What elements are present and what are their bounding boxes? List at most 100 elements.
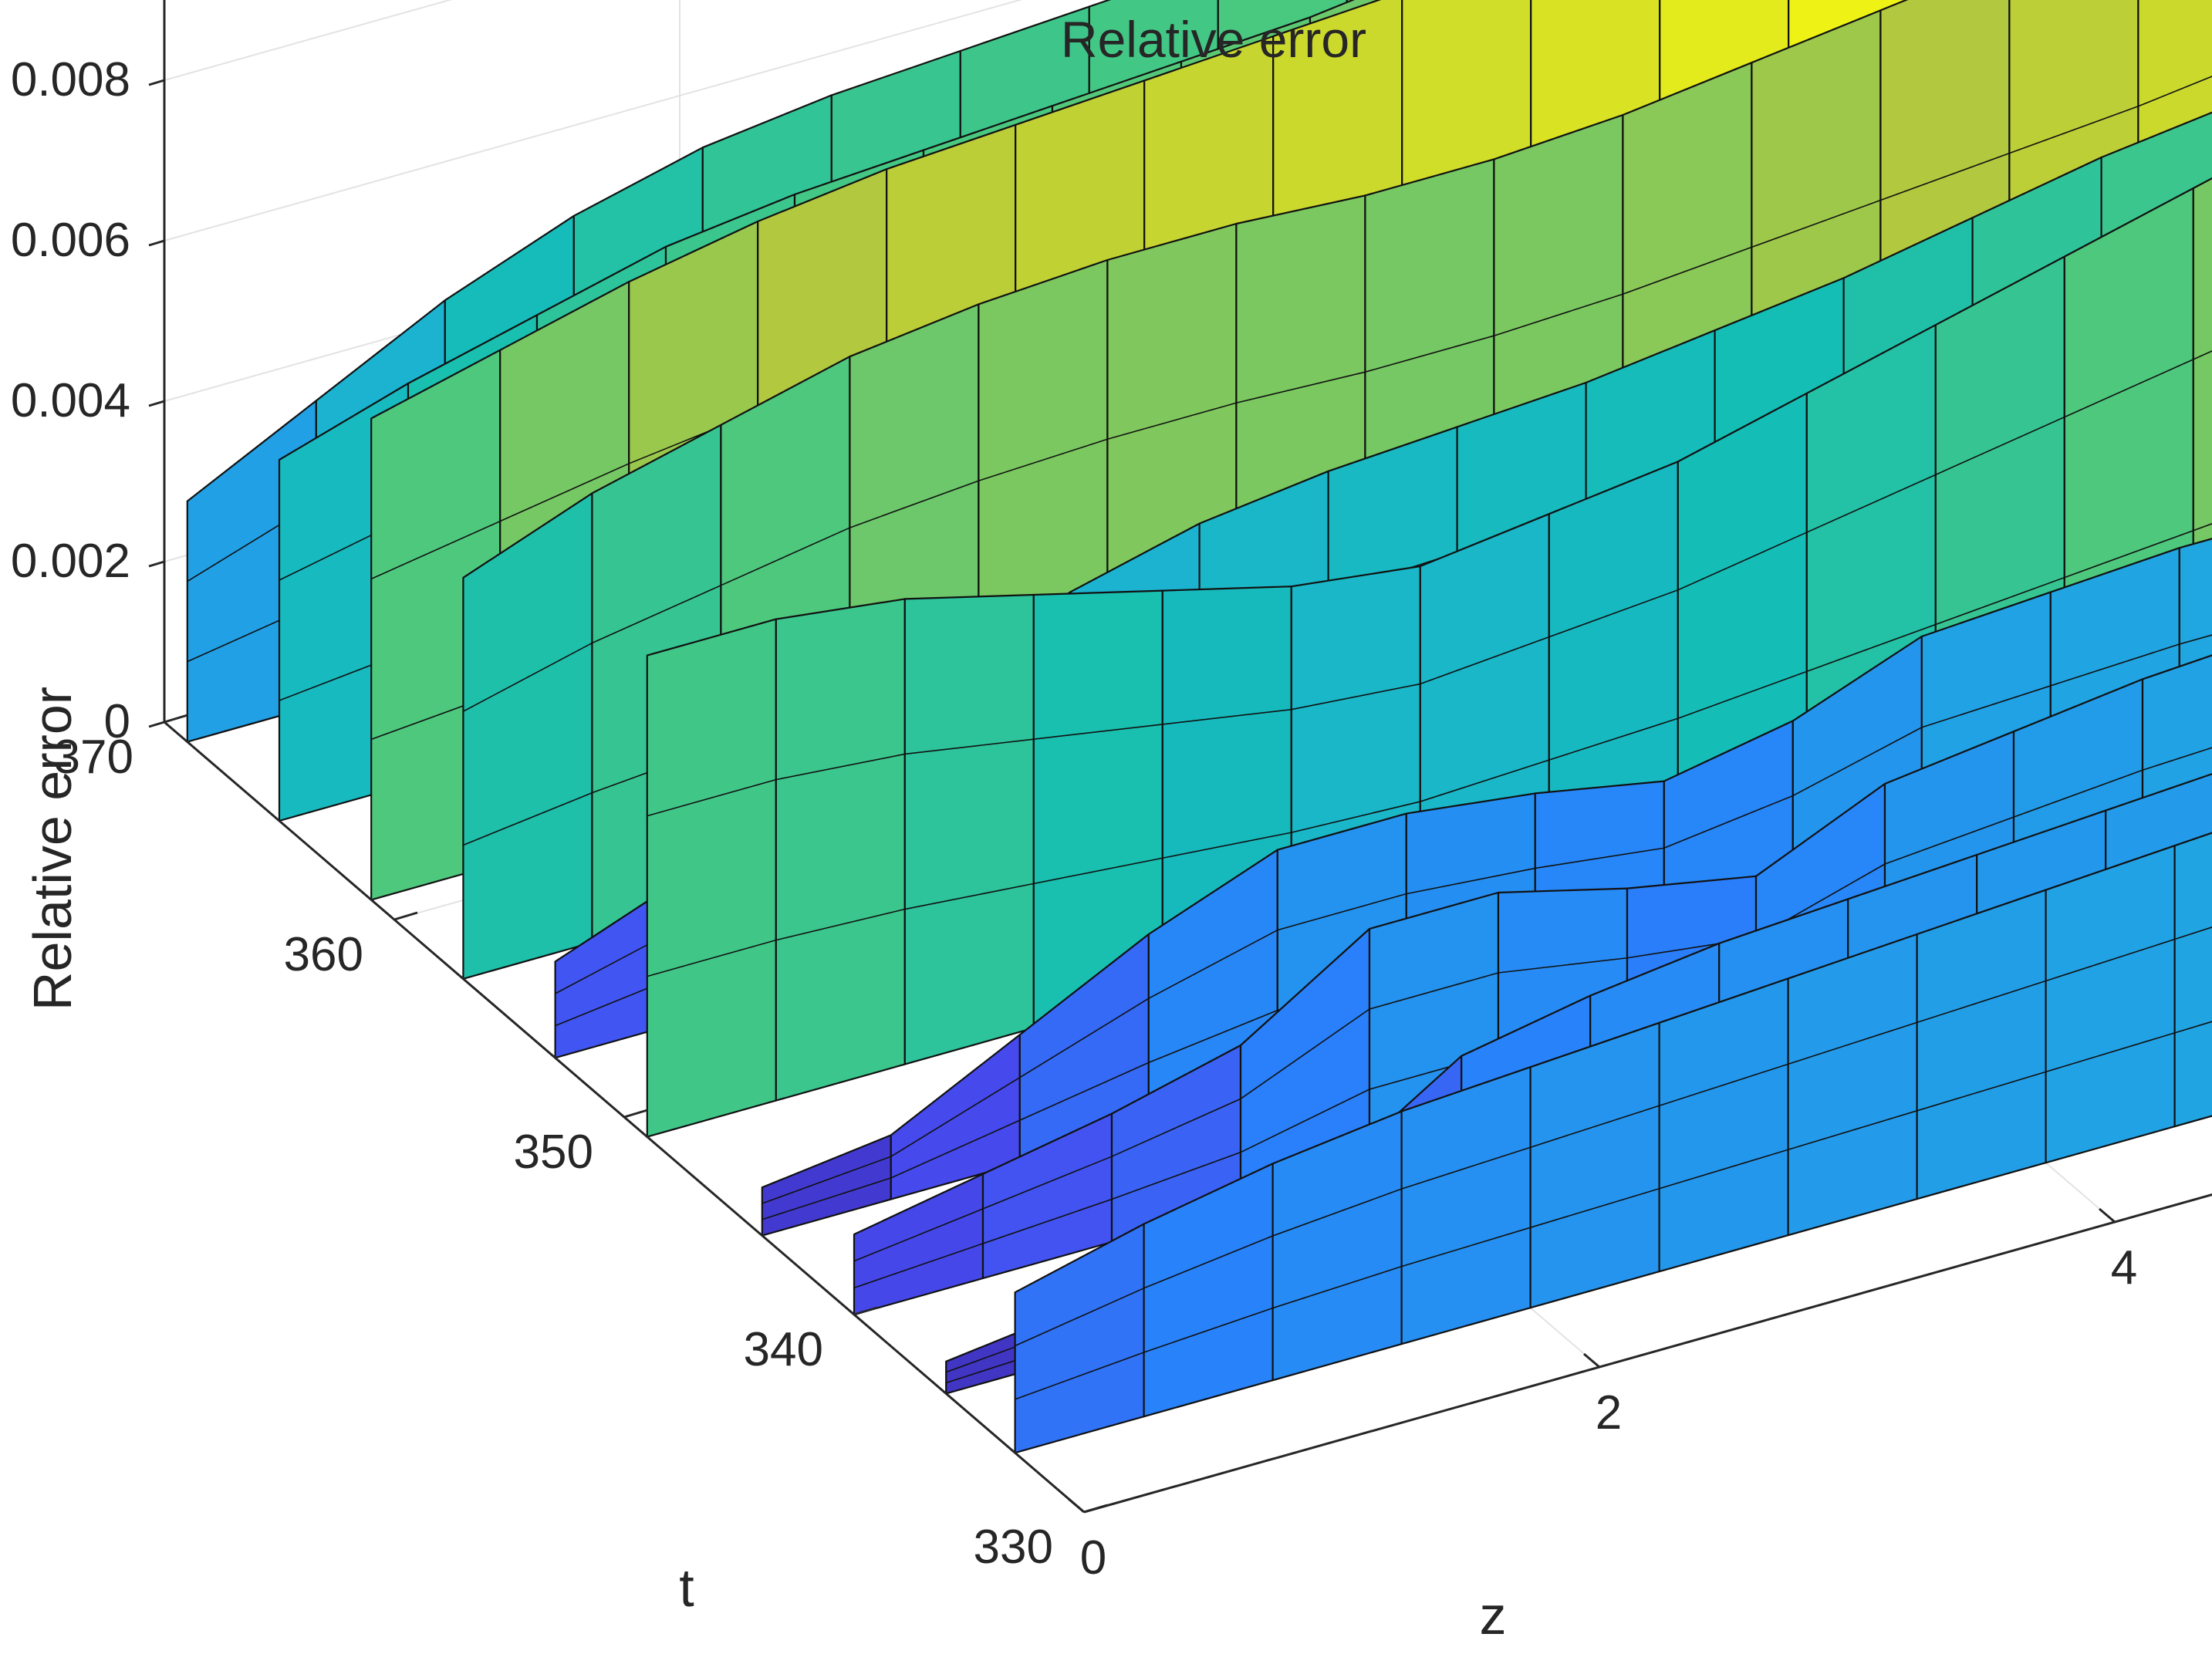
x-tick-label: 0 (1080, 1531, 1106, 1585)
surface-patch (462, 492, 593, 980)
x-axis-title: z (1480, 1585, 1507, 1646)
surface-mesh-line (1033, 857, 1163, 885)
surface-mesh-line (2138, 76, 2212, 107)
x-tick (1583, 1352, 1600, 1369)
y-tick (623, 1109, 648, 1119)
z-tick (148, 560, 165, 568)
surface-mesh-line (499, 463, 630, 522)
surface-mesh-line (1240, 1008, 1370, 1099)
surface-mesh-line (1162, 832, 1292, 859)
surface-mesh-line (1240, 1089, 1370, 1153)
surface-patch (1529, 1021, 1660, 1309)
surface-mesh-line (1236, 371, 1366, 404)
x-tick-label: 2 (1596, 1386, 1622, 1440)
z-tick-label: 0.002 (11, 535, 130, 588)
surface-mesh-line (2045, 938, 2175, 982)
surface-patch (2045, 845, 2176, 1164)
surface-mesh-line (2064, 529, 2194, 579)
surface-mesh-line (1272, 1265, 1402, 1309)
surface-mesh-line (1401, 1227, 1531, 1268)
surface-mesh-line (1548, 717, 1679, 761)
surface-mesh-line (1917, 980, 2046, 1024)
y-tick-label: 330 (974, 1521, 1053, 1574)
surface-mesh-line (890, 1076, 1021, 1157)
axis-layer: 0246833034035036037000.0020.0040.0060.00… (11, 0, 2212, 1585)
surface-mesh-line (1033, 724, 1163, 740)
surface-mesh-line (721, 527, 850, 586)
surface-patch (646, 618, 777, 1138)
y-tick-label: 350 (514, 1126, 593, 1179)
y-axis-title: t (679, 1558, 694, 1618)
surface-mesh-line (762, 1177, 892, 1220)
x-tick (2099, 1207, 2116, 1224)
chart-title: Relative error (1061, 11, 1366, 68)
surface-mesh-line (1530, 1105, 1660, 1148)
surface-mesh-line (1935, 416, 2065, 476)
y-tick-label: 360 (284, 928, 363, 981)
surface-mesh-line (1406, 867, 1535, 895)
surface-mesh-line (1677, 670, 1808, 719)
z-tick-label: 0.008 (11, 53, 130, 106)
surface-mesh-line (1535, 847, 1664, 869)
surface-mesh-line (1019, 997, 1150, 1078)
surface-mesh-line (1291, 683, 1420, 711)
surface-mesh-line (2050, 643, 2180, 687)
surface-mesh-line (849, 480, 979, 528)
z-tick-label: 0.006 (11, 214, 130, 267)
z-tick-label: 0.004 (11, 374, 130, 427)
surface-mesh-line (1788, 1021, 1917, 1065)
surface-mesh-line (1277, 893, 1407, 931)
surface-mesh-line (775, 908, 905, 941)
surface-mesh-line (1788, 1110, 1917, 1151)
surface-mesh-line (1148, 1009, 1278, 1064)
surface-mesh-line (1148, 929, 1278, 999)
surface-mesh-line (1272, 1188, 1402, 1237)
surface-mesh-line (1494, 293, 1623, 336)
surface-mesh-line (904, 738, 1034, 755)
surface-mesh-line (2142, 747, 2212, 771)
z-axis-title: Relative error (22, 687, 83, 1011)
surface-mesh-line (2174, 1021, 2212, 1034)
surface-patch (775, 598, 906, 1102)
surface-patch (903, 593, 1035, 1065)
surface-mesh-line (647, 939, 777, 977)
surface-mesh-line (592, 585, 721, 644)
surface-mesh-line (904, 883, 1034, 910)
surface-mesh-line (370, 520, 501, 580)
surface-mesh-line (1548, 589, 1679, 638)
surface-patch (1916, 889, 2047, 1200)
surface-patch (761, 1134, 892, 1237)
y-tick-label: 340 (744, 1323, 823, 1376)
surface-mesh-line (1880, 152, 2010, 201)
surface-mesh-line (1015, 1352, 1144, 1400)
x-tick-label: 4 (2111, 1241, 2137, 1295)
surface-mesh-line (1623, 246, 1752, 295)
surface-mesh-line (982, 1156, 1113, 1210)
surface-mesh-line (1530, 1187, 1660, 1228)
surface-mesh-line (1143, 1235, 1273, 1289)
surface-mesh-line (1420, 636, 1550, 685)
surface-mesh-line (647, 778, 777, 817)
label-layer: Relative error z t Relative error (22, 11, 1507, 1646)
surface-mesh-line (1792, 727, 1923, 797)
y-tick (1083, 1504, 1108, 1514)
surface-mesh-line (762, 1156, 892, 1204)
z-tick (148, 721, 165, 728)
surface-mesh-line (1884, 816, 2014, 865)
surface-mesh-line (1420, 759, 1550, 802)
surface-mesh-line (1107, 402, 1237, 441)
surface-mesh-line (1111, 1151, 1241, 1200)
y-tick (853, 1306, 878, 1316)
z-tick (148, 400, 165, 407)
grid-line-back-wall-err (164, 0, 1023, 241)
surface-mesh-line (1401, 1146, 1531, 1190)
surface-mesh-line (463, 642, 593, 712)
z-tick (148, 79, 165, 86)
surface-mesh-line (1677, 532, 1808, 591)
surface-mesh-line (2179, 634, 2212, 645)
surface-mesh-line (1111, 1098, 1241, 1157)
surface-patch (2173, 832, 2212, 1128)
surface-mesh-line (1935, 576, 2065, 626)
